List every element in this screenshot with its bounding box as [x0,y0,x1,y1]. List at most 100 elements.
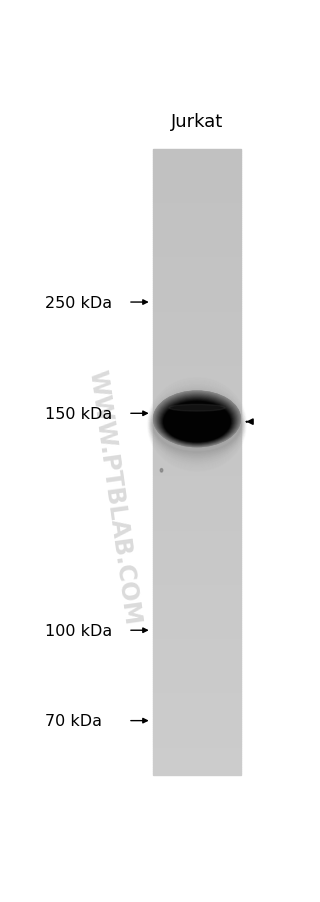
Bar [153,333,241,336]
Bar [153,382,241,383]
Bar [153,694,241,695]
Bar [153,183,241,185]
Bar [153,527,241,529]
Bar [153,557,241,558]
Bar [153,492,241,493]
Bar [153,733,241,735]
Bar [153,364,241,366]
Bar [153,487,241,490]
Bar [153,373,241,375]
Bar [153,512,241,514]
Ellipse shape [156,394,238,446]
Bar [153,204,241,207]
Bar [153,714,241,717]
Bar [153,614,241,617]
Ellipse shape [162,400,232,443]
Ellipse shape [160,399,234,444]
Bar [153,483,241,485]
Bar [153,548,241,550]
Bar [153,398,241,400]
Bar [153,261,241,262]
Bar [153,573,241,575]
Ellipse shape [155,392,239,446]
Bar [153,673,241,675]
Bar [153,336,241,337]
Bar [153,431,241,433]
Bar [153,619,241,621]
Bar [153,560,241,563]
Bar [153,402,241,404]
Bar [153,675,241,677]
Bar [153,383,241,385]
Bar [153,754,241,756]
Bar [153,721,241,723]
Text: 250 kDa: 250 kDa [45,295,112,310]
Bar [153,481,241,483]
Bar [153,633,241,635]
Ellipse shape [156,394,238,446]
Bar [153,420,241,423]
Ellipse shape [163,401,231,442]
Bar [153,271,241,272]
Bar [153,523,241,525]
Bar [153,410,241,412]
Bar [153,650,241,652]
Bar [153,221,241,223]
Bar [153,713,241,714]
Ellipse shape [162,400,232,443]
Ellipse shape [162,400,232,443]
Bar [153,327,241,329]
Bar [153,759,241,760]
Bar [153,631,241,633]
Bar [153,450,241,452]
Bar [153,277,241,279]
Bar [153,216,241,218]
Bar [153,264,241,267]
Ellipse shape [163,400,231,443]
Bar [153,234,241,235]
Bar [153,306,241,308]
Bar [153,196,241,198]
Bar [153,188,241,189]
Bar [153,667,241,668]
Ellipse shape [158,397,236,445]
Bar [153,275,241,277]
Bar [153,396,241,398]
Bar [153,565,241,566]
Bar [153,473,241,475]
Bar [153,608,241,611]
Bar [153,191,241,194]
Ellipse shape [154,391,240,447]
Ellipse shape [161,400,233,443]
Ellipse shape [159,397,235,445]
Bar [153,625,241,627]
Bar [153,490,241,492]
Ellipse shape [155,393,239,446]
Bar [153,769,241,771]
Bar [153,442,241,444]
Bar [153,493,241,496]
Bar [153,337,241,339]
Ellipse shape [169,405,225,411]
Bar [153,727,241,729]
Bar [153,218,241,221]
Ellipse shape [153,394,241,456]
Bar [153,677,241,679]
Bar [153,358,241,361]
Bar [153,687,241,689]
Bar [153,223,241,225]
Bar [153,235,241,237]
Ellipse shape [160,399,234,444]
Ellipse shape [159,397,235,445]
Bar [153,544,241,546]
Bar [153,345,241,348]
Ellipse shape [164,402,230,442]
Bar [153,596,241,598]
Bar [153,331,241,333]
Bar [153,164,241,167]
Bar [153,448,241,450]
Bar [153,215,241,216]
Text: 100 kDa: 100 kDa [45,623,112,638]
Bar [153,617,241,619]
Bar [153,321,241,323]
